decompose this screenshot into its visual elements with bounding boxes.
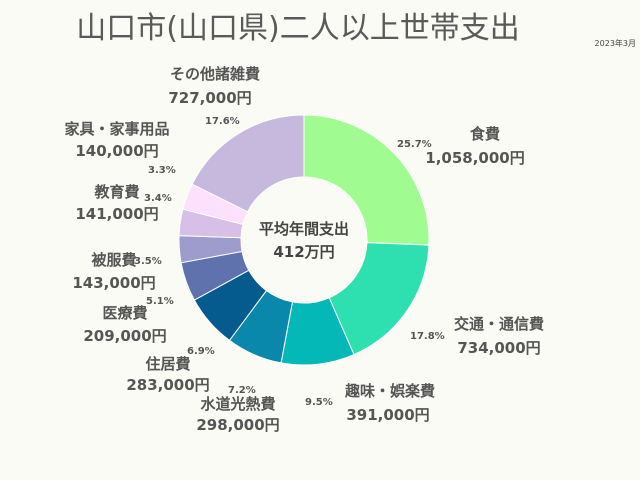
percent-label-8: 3.3%: [148, 165, 176, 176]
amount-label-8: 140,000円: [75, 142, 158, 160]
category-label-7: 教育費: [93, 183, 139, 201]
percent-label-0: 25.7%: [397, 139, 432, 150]
slice-9: [191, 114, 305, 213]
category-label-2: 趣味・娯楽費: [344, 382, 435, 400]
amount-label-4: 283,000円: [126, 376, 209, 394]
category-label-4: 住居費: [145, 355, 190, 373]
percent-label-9: 17.6%: [205, 116, 240, 127]
percent-label-4: 6.9%: [187, 346, 215, 357]
center-label: 平均年間支出: [259, 220, 349, 238]
percent-label-2: 9.5%: [305, 397, 333, 408]
chart-title: 山口市(山口県)二人以上世帯支出: [76, 11, 519, 46]
donut-slices: [178, 114, 430, 366]
percent-label-5: 5.1%: [146, 296, 174, 307]
category-label-8: 家具・家事用品: [64, 120, 169, 138]
category-label-5: 医療費: [102, 304, 147, 322]
slice-0: [303, 114, 430, 246]
amount-label-2: 391,000円: [346, 406, 429, 424]
percent-label-7: 3.4%: [144, 193, 172, 204]
amount-label-6: 143,000円: [72, 274, 155, 292]
slice-1: [328, 242, 430, 356]
percent-label-3: 7.2%: [228, 385, 256, 396]
date-label: 2023年3月: [595, 38, 636, 48]
category-label-0: 食費: [470, 125, 500, 143]
percent-label-6: 3.5%: [134, 256, 162, 267]
center-value: 412万円: [273, 243, 334, 261]
category-label-6: 被服費: [91, 251, 136, 269]
amount-label-9: 727,000円: [168, 89, 251, 107]
percent-label-1: 17.8%: [410, 331, 445, 342]
amount-label-1: 734,000円: [457, 339, 540, 357]
amount-label-5: 209,000円: [83, 327, 166, 345]
category-label-9: その他諸雑費: [170, 65, 260, 83]
category-label-3: 水道光熱費: [200, 395, 275, 413]
amount-label-7: 141,000円: [75, 205, 158, 223]
category-label-1: 交通・通信費: [454, 315, 544, 333]
amount-label-0: 1,058,000円: [425, 149, 524, 167]
amount-label-3: 298,000円: [196, 416, 279, 434]
